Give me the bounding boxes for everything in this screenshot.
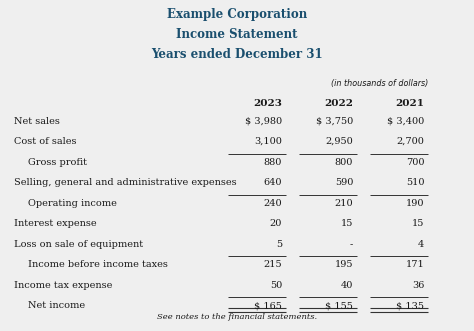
Text: 2,700: 2,700: [396, 137, 424, 146]
Text: 15: 15: [412, 219, 424, 228]
Text: Selling, general and administrative expenses: Selling, general and administrative expe…: [14, 178, 237, 187]
Text: Cost of sales: Cost of sales: [14, 137, 77, 146]
Text: 210: 210: [335, 199, 353, 208]
Text: 800: 800: [335, 158, 353, 166]
Text: 2021: 2021: [395, 99, 424, 108]
Text: $ 155: $ 155: [325, 301, 353, 310]
Text: 2,950: 2,950: [325, 137, 353, 146]
Text: $ 165: $ 165: [254, 301, 282, 310]
Text: Operating income: Operating income: [28, 199, 117, 208]
Text: 40: 40: [341, 281, 353, 290]
Text: 195: 195: [335, 260, 353, 269]
Text: 4: 4: [418, 240, 424, 249]
Text: Loss on sale of equipment: Loss on sale of equipment: [14, 240, 143, 249]
Text: 50: 50: [270, 281, 282, 290]
Text: 215: 215: [264, 260, 282, 269]
Text: 36: 36: [412, 281, 424, 290]
Text: $ 135: $ 135: [396, 301, 424, 310]
Text: Income tax expense: Income tax expense: [14, 281, 113, 290]
Text: 190: 190: [406, 199, 424, 208]
Text: 640: 640: [264, 178, 282, 187]
Text: Net sales: Net sales: [14, 117, 60, 125]
Text: 700: 700: [406, 158, 424, 166]
Text: 590: 590: [335, 178, 353, 187]
Text: $ 3,750: $ 3,750: [316, 117, 353, 125]
Text: Income before income taxes: Income before income taxes: [28, 260, 168, 269]
Text: Example Corporation: Example Corporation: [167, 8, 307, 21]
Text: 880: 880: [264, 158, 282, 166]
Text: 3,100: 3,100: [254, 137, 282, 146]
Text: -: -: [350, 240, 353, 249]
Text: 2023: 2023: [253, 99, 282, 108]
Text: 5: 5: [276, 240, 282, 249]
Text: 20: 20: [270, 219, 282, 228]
Text: Income Statement: Income Statement: [176, 28, 298, 41]
Text: 510: 510: [406, 178, 424, 187]
Text: Interest expense: Interest expense: [14, 219, 97, 228]
Text: $ 3,400: $ 3,400: [387, 117, 424, 125]
Text: 2022: 2022: [324, 99, 353, 108]
Text: See notes to the financial statements.: See notes to the financial statements.: [157, 313, 317, 321]
Text: 15: 15: [341, 219, 353, 228]
Text: $ 3,980: $ 3,980: [245, 117, 282, 125]
Text: 240: 240: [264, 199, 282, 208]
Text: 171: 171: [405, 260, 424, 269]
Text: Net income: Net income: [28, 301, 86, 310]
Text: Gross profit: Gross profit: [28, 158, 87, 166]
Text: Years ended December 31: Years ended December 31: [151, 48, 323, 61]
Text: (in thousands of dollars): (in thousands of dollars): [330, 79, 428, 88]
